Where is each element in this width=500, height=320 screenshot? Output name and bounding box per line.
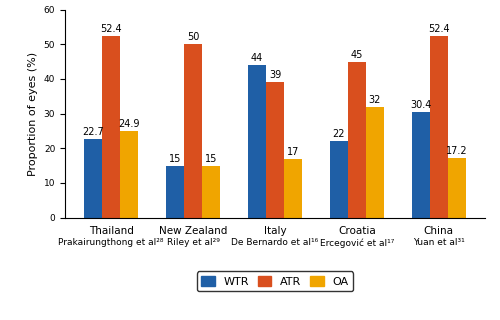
Text: 24.9: 24.9 [118, 119, 140, 129]
Text: 52.4: 52.4 [428, 24, 450, 34]
Text: Thailand: Thailand [88, 226, 134, 236]
Bar [102, 36, 120, 218]
Text: 30.4: 30.4 [410, 100, 432, 110]
Text: De Bernardo et al¹⁶: De Bernardo et al¹⁶ [232, 238, 318, 247]
Text: 52.4: 52.4 [100, 24, 122, 34]
Text: 44: 44 [251, 53, 263, 63]
Legend: WTR, ATR, OA: WTR, ATR, OA [197, 271, 353, 291]
Text: Croatia: Croatia [338, 226, 376, 236]
Bar [284, 159, 302, 218]
Text: 22.7: 22.7 [82, 127, 104, 137]
Text: 50: 50 [187, 32, 200, 42]
Text: 17: 17 [287, 147, 299, 156]
Bar [84, 139, 102, 218]
Text: 17.2: 17.2 [446, 146, 468, 156]
Y-axis label: Proportion of eyes (%): Proportion of eyes (%) [28, 52, 38, 176]
Bar [348, 61, 366, 218]
Text: 45: 45 [350, 50, 363, 60]
Bar [330, 141, 348, 218]
Text: 32: 32 [369, 95, 381, 105]
Text: Yuan et al³¹: Yuan et al³¹ [413, 238, 465, 247]
Bar [448, 158, 466, 218]
Bar [120, 131, 138, 218]
Text: 39: 39 [269, 70, 281, 80]
Bar [412, 112, 430, 218]
Text: 22: 22 [332, 129, 345, 139]
Text: Italy: Italy [264, 226, 286, 236]
Text: Prakairungthong et al²⁸: Prakairungthong et al²⁸ [58, 238, 164, 247]
Bar [166, 166, 184, 218]
Bar [430, 36, 448, 218]
Bar [184, 44, 202, 218]
Text: 15: 15 [205, 154, 218, 164]
Text: Riley et al²⁹: Riley et al²⁹ [166, 238, 220, 247]
Text: China: China [424, 226, 454, 236]
Bar [202, 166, 220, 218]
Bar [266, 83, 284, 218]
Bar [248, 65, 266, 218]
Text: 15: 15 [169, 154, 181, 164]
Text: New Zealand: New Zealand [159, 226, 228, 236]
Text: Ercegović et al¹⁷: Ercegović et al¹⁷ [320, 238, 394, 248]
Bar [366, 107, 384, 218]
